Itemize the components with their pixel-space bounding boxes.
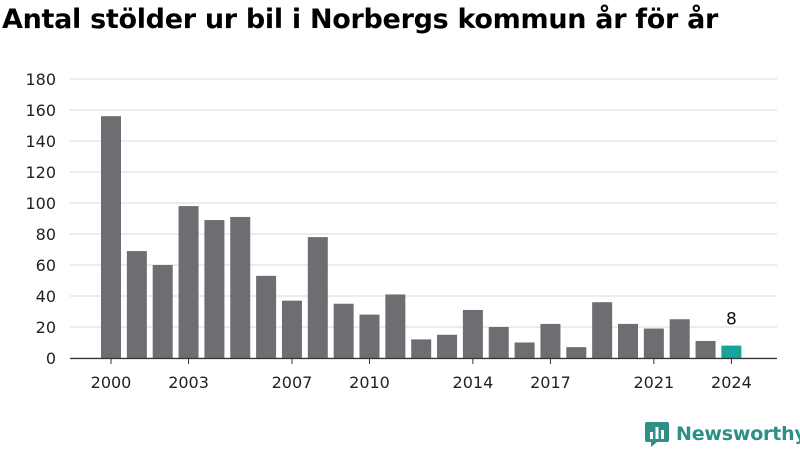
y-tick-label: 160 xyxy=(25,101,56,120)
x-tick-label: 2010 xyxy=(349,373,390,392)
bars xyxy=(101,116,742,358)
bar-2011 xyxy=(385,294,406,358)
y-tick-label: 80 xyxy=(36,225,56,244)
bar-2004 xyxy=(204,220,225,358)
bar-2000 xyxy=(101,116,121,358)
bar-2012 xyxy=(411,339,432,358)
y-tick-label: 120 xyxy=(25,163,56,182)
x-axis: 2000 2003 2007 2010 2014 2017 2021 2024 xyxy=(70,357,777,392)
bar-2013 xyxy=(437,334,458,358)
y-tick-label: 40 xyxy=(36,287,56,306)
brand-logo: Newsworthy xyxy=(644,420,800,448)
bar-2001 xyxy=(126,251,147,358)
bar-2022 xyxy=(669,319,690,358)
x-tick-label: 2017 xyxy=(530,373,571,392)
bar-2018 xyxy=(566,347,587,358)
bar-2009 xyxy=(333,303,354,358)
bar-2019 xyxy=(592,302,613,358)
x-tick-label: 2003 xyxy=(168,373,209,392)
data-label: 8 xyxy=(726,310,737,330)
y-axis: 0 20 40 60 80 100 120 140 160 180 xyxy=(25,70,56,368)
gridlines xyxy=(70,78,777,359)
brand-name: Newsworthy xyxy=(676,423,800,445)
data-labels: 8 xyxy=(726,310,737,330)
bar-2010 xyxy=(359,314,380,358)
chart-title: Antal stölder ur bil i Norbergs kommun å… xyxy=(2,4,719,35)
newsworthy-logo-icon xyxy=(645,422,669,447)
bar-2021 xyxy=(643,328,664,358)
bar-2014 xyxy=(462,309,483,358)
bar-2023 xyxy=(695,340,716,358)
bar-2024 xyxy=(721,345,742,358)
bar-2003 xyxy=(178,206,199,358)
bar-2005 xyxy=(230,216,251,358)
y-tick-label: 0 xyxy=(46,349,56,368)
bar-2020 xyxy=(618,323,638,358)
bar-2016 xyxy=(514,342,535,358)
bar-2015 xyxy=(488,327,509,358)
y-tick-label: 60 xyxy=(36,256,56,275)
y-tick-label: 180 xyxy=(25,70,56,89)
bar-2007 xyxy=(281,300,302,358)
bar-2002 xyxy=(152,265,173,358)
bar-2008 xyxy=(307,237,328,358)
x-tick-label: 2014 xyxy=(453,373,494,392)
x-tick-label: 2007 xyxy=(272,373,313,392)
x-tick-label: 2021 xyxy=(633,373,674,392)
y-tick-label: 20 xyxy=(36,318,56,337)
y-tick-label: 140 xyxy=(25,132,56,151)
y-tick-label: 100 xyxy=(25,194,56,213)
x-tick-label: 2000 xyxy=(91,373,132,392)
bar-2006 xyxy=(256,275,277,358)
bar-2017 xyxy=(540,323,561,358)
x-tick-label: 2024 xyxy=(711,373,752,392)
